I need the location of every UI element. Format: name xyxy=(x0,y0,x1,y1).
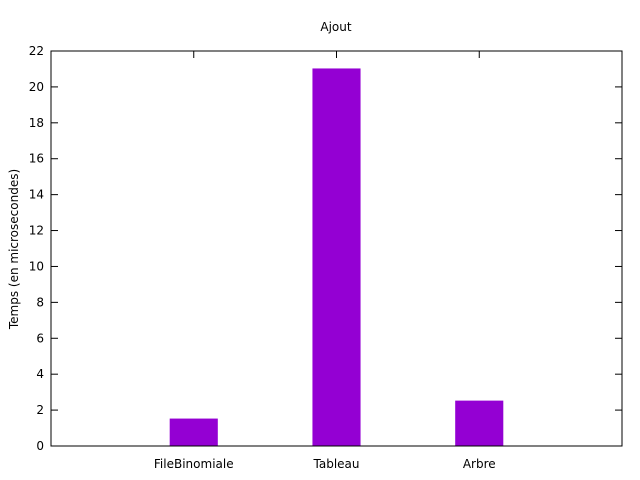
y-tick-label: 12 xyxy=(29,224,44,238)
bar-arbre xyxy=(455,400,504,447)
y-tick-label: 18 xyxy=(29,116,44,130)
x-tick-label: FileBinomiale xyxy=(154,457,234,471)
bar-filebinomiale xyxy=(169,418,218,447)
bars xyxy=(169,68,504,447)
plot-frame xyxy=(50,50,623,447)
y-tick-label: 8 xyxy=(36,295,44,309)
chart-title: Ajout xyxy=(320,20,351,34)
y-tick-label: 20 xyxy=(29,80,44,94)
y-tick-label: 6 xyxy=(36,331,44,345)
y-tick-label: 16 xyxy=(29,152,44,166)
x-axis-tick-labels: FileBinomiale Tableau Arbre xyxy=(154,51,496,471)
y-tick-label: 0 xyxy=(36,439,44,453)
y-axis-label: Temps (en microsecondes) xyxy=(7,169,21,330)
y-tick-label: 2 xyxy=(36,403,44,417)
bar-tableau xyxy=(312,68,361,447)
y-axis-ticks: 0 2 4 6 8 10 12 14 16 18 20 22 xyxy=(29,44,622,453)
y-tick-label: 10 xyxy=(29,259,44,273)
y-tick-label: 14 xyxy=(29,188,44,202)
x-tick-label: Arbre xyxy=(463,457,496,471)
x-tick-label: Tableau xyxy=(313,457,360,471)
y-tick-label: 4 xyxy=(36,367,44,381)
y-tick-label: 22 xyxy=(29,44,44,58)
